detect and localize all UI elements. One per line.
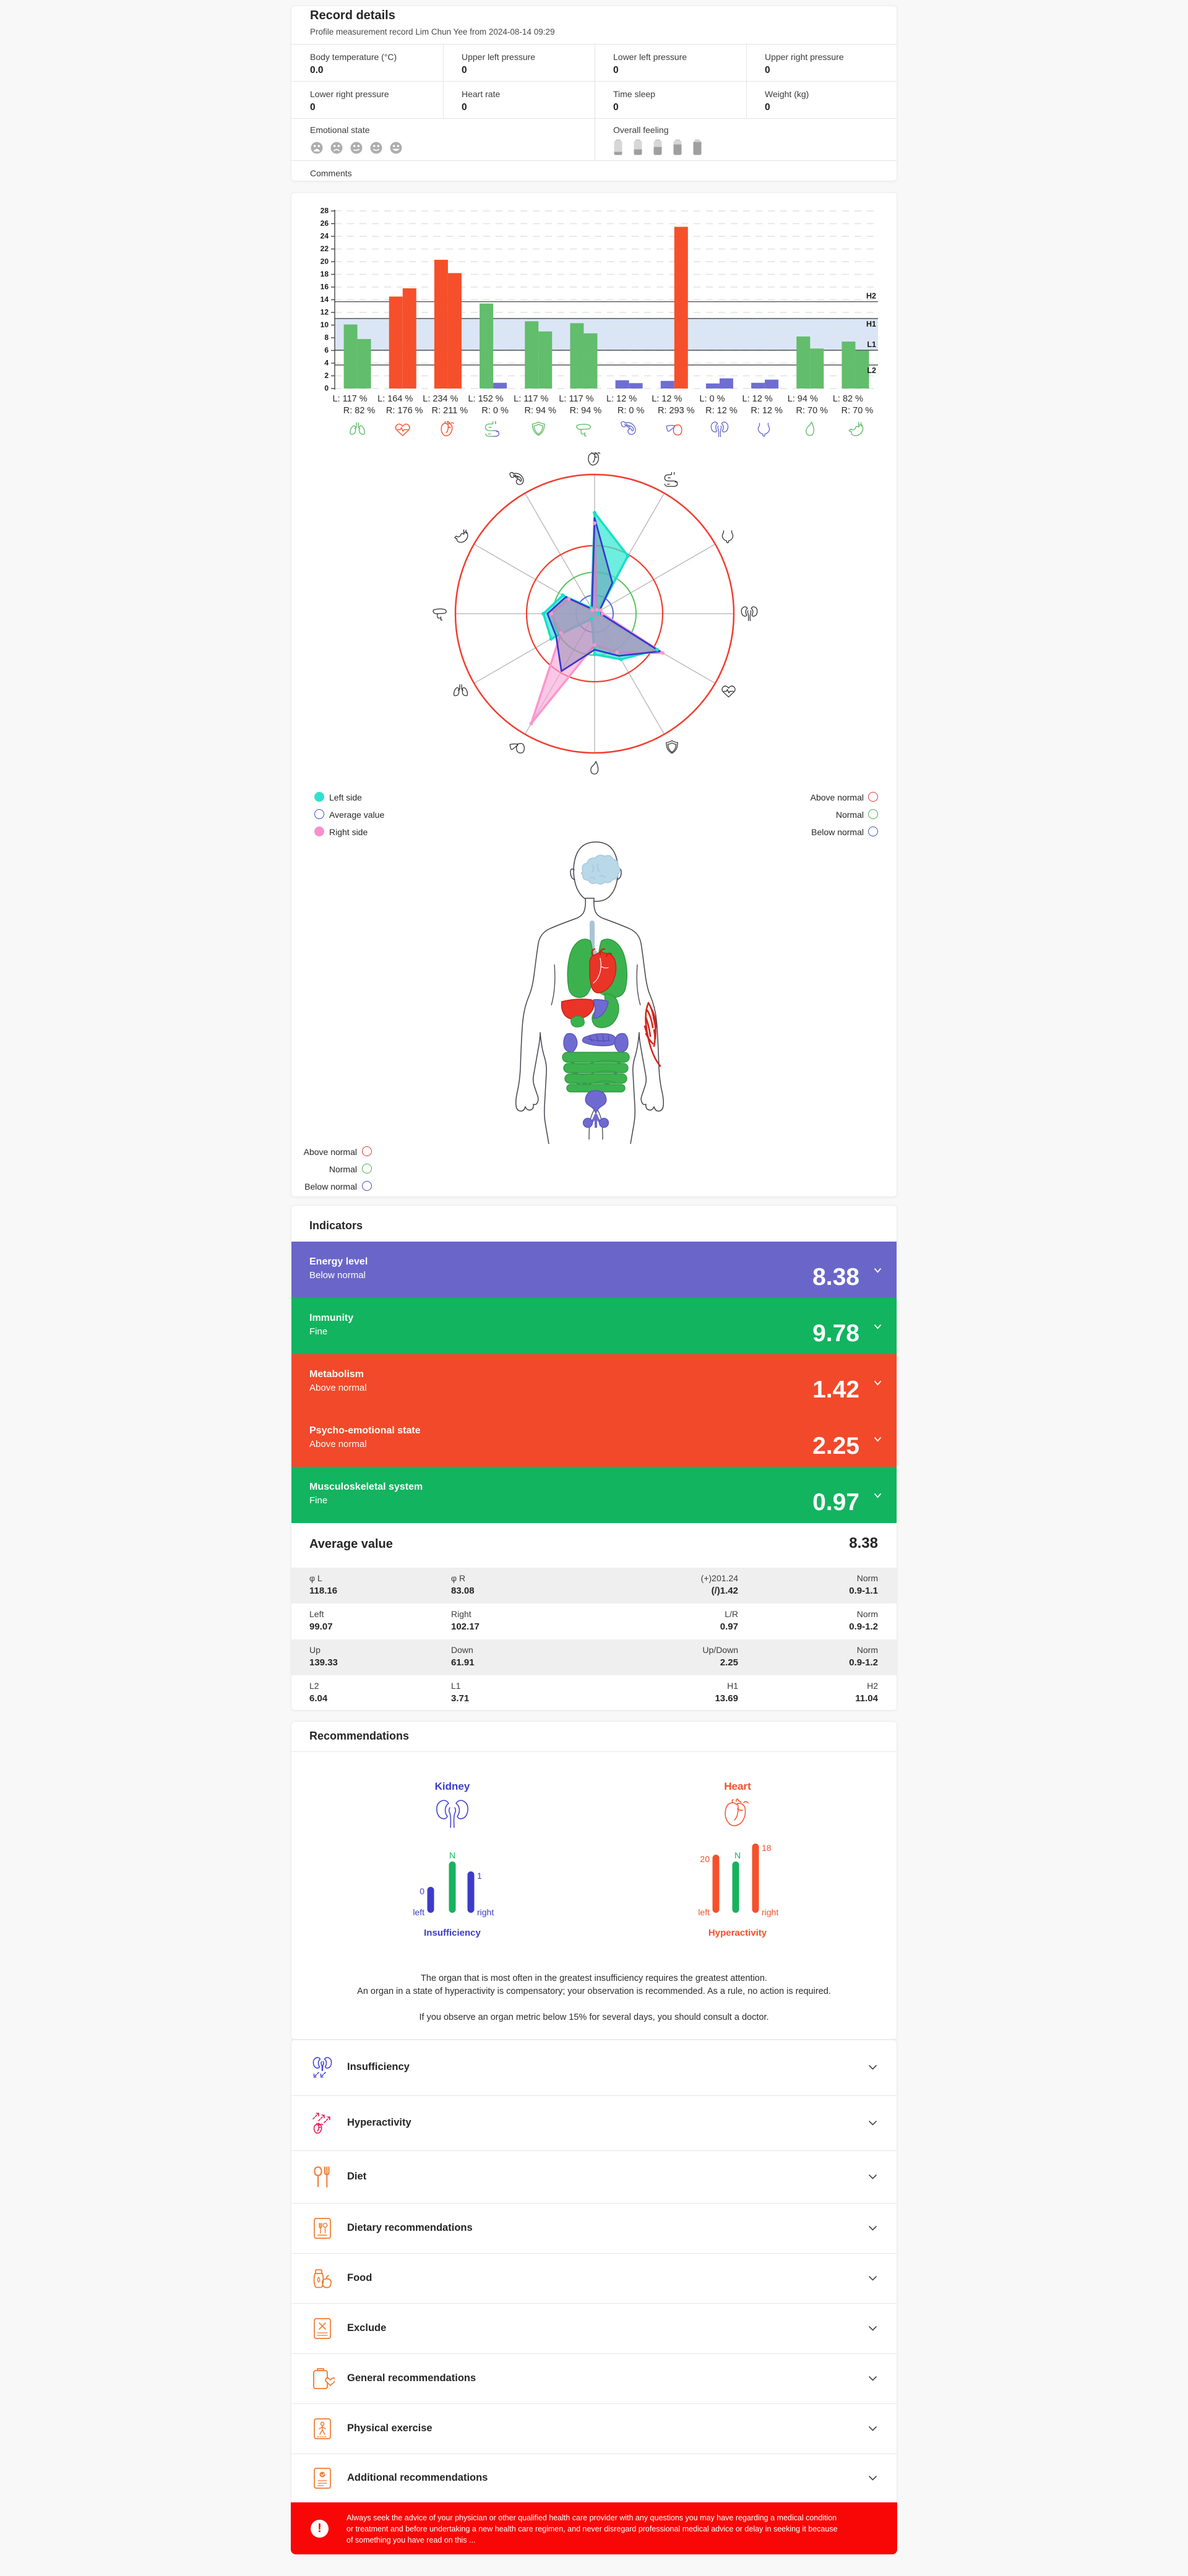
svg-text:L: 12 %: L: 12 % [606, 394, 637, 404]
svg-text:H1: H1 [866, 320, 876, 328]
svg-text:18: 18 [762, 1843, 772, 1853]
svg-text:4: 4 [324, 359, 329, 367]
svg-text:14: 14 [321, 295, 329, 304]
svg-text:L2: L2 [867, 366, 876, 375]
svg-text:0: 0 [420, 1886, 424, 1896]
svg-text:6: 6 [324, 346, 329, 354]
svg-text:20: 20 [321, 257, 329, 266]
svg-text:R: 70 %: R: 70 % [796, 406, 828, 416]
svg-text:R: 211 %: R: 211 % [432, 406, 468, 416]
svg-text:L: 234 %: L: 234 % [423, 394, 458, 404]
svg-text:left: left [698, 1907, 710, 1917]
svg-text:L: 117 %: L: 117 % [559, 394, 593, 404]
svg-text:L: 0 %: L: 0 % [699, 394, 725, 404]
svg-text:R: 12 %: R: 12 % [751, 406, 783, 416]
svg-text:R: 82 %: R: 82 % [343, 406, 376, 416]
svg-text:L: 117 %: L: 117 % [332, 394, 367, 404]
svg-text:L: 82 %: L: 82 % [833, 394, 863, 404]
svg-text:H2: H2 [866, 292, 876, 301]
svg-text:R: 0 %: R: 0 % [481, 406, 509, 416]
svg-text:18: 18 [321, 270, 329, 278]
svg-text:22: 22 [321, 244, 329, 253]
svg-text:R: 94 %: R: 94 % [524, 406, 556, 416]
svg-text:L: 12 %: L: 12 % [742, 394, 773, 404]
svg-text:R: 176 %: R: 176 % [386, 406, 423, 416]
svg-text:R: 94 %: R: 94 % [570, 406, 602, 416]
svg-text:16: 16 [321, 283, 329, 291]
svg-text:L: 94 %: L: 94 % [788, 394, 818, 404]
svg-text:N: N [449, 1850, 455, 1860]
svg-text:R: 70 %: R: 70 % [842, 406, 874, 416]
svg-text:right: right [762, 1907, 778, 1917]
svg-text:N: N [734, 1850, 741, 1860]
svg-text:24: 24 [321, 232, 329, 241]
svg-text:L: 164 %: L: 164 % [377, 394, 413, 404]
svg-text:20: 20 [700, 1854, 710, 1864]
svg-text:12: 12 [321, 308, 329, 317]
svg-text:1: 1 [477, 1871, 482, 1881]
svg-text:L: 117 %: L: 117 % [514, 394, 548, 404]
svg-text:right: right [477, 1907, 494, 1917]
svg-text:0: 0 [324, 384, 329, 393]
svg-text:L1: L1 [867, 340, 876, 349]
svg-text:8: 8 [324, 333, 329, 342]
svg-text:26: 26 [321, 219, 329, 228]
svg-text:28: 28 [321, 207, 329, 215]
svg-text:L: 12 %: L: 12 % [652, 394, 682, 404]
svg-text:10: 10 [321, 320, 329, 329]
svg-text:R: 12 %: R: 12 % [705, 406, 738, 416]
svg-text:R: 0 %: R: 0 % [618, 406, 645, 416]
svg-text:L: 152 %: L: 152 % [468, 394, 503, 404]
svg-text:left: left [413, 1907, 424, 1917]
svg-text:R: 293 %: R: 293 % [658, 406, 695, 416]
svg-text:2: 2 [324, 371, 329, 380]
